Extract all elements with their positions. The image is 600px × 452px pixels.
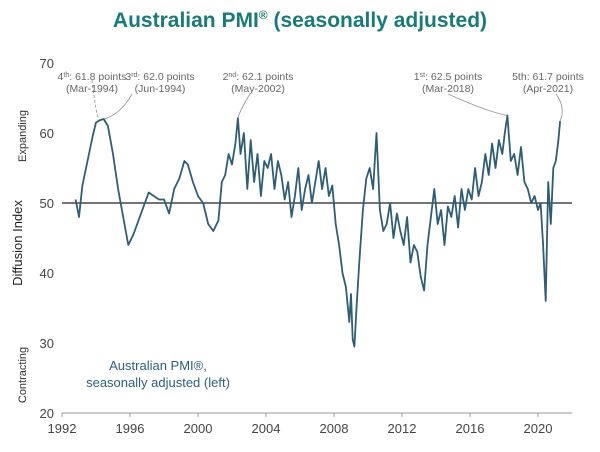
chart-title: Australian PMI® (seasonally adjusted) — [112, 8, 488, 32]
x-tick-label: 1992 — [48, 421, 77, 436]
y-axis-label: Diffusion Index — [10, 200, 25, 286]
annotation-labels: 4th: 61.8 points(Mar-1994) 3rd: 62.0 poin… — [58, 71, 584, 95]
annotation-rank-label: 3rd: 62.0 points — [125, 71, 194, 83]
annotation-arrow — [103, 93, 133, 120]
annotation-date-label: (Mar-2018) — [422, 83, 474, 95]
annotation-date-label: (Apr-2021) — [523, 83, 573, 95]
annotation-rank-label: 2nd: 62.1 points — [223, 71, 294, 83]
annotation-date-label: (May-2002) — [231, 83, 285, 95]
axes: 20 30 40 50 60 70 1992 1996 2000 2004 2008 2012 2016… — [40, 56, 572, 436]
y-tick-label: 30 — [40, 336, 54, 351]
annotation-arrow — [447, 93, 508, 116]
x-tick-label: 2004 — [252, 421, 281, 436]
annotation-arrow — [237, 93, 251, 119]
x-tick-label: 2000 — [184, 421, 213, 436]
legend-line-1: Australian PMI®, — [109, 358, 207, 373]
y-tick-label: 20 — [40, 406, 54, 421]
x-tick-label: 2012 — [388, 421, 417, 436]
annotation-rank-label: 1st: 62.5 points — [414, 71, 483, 83]
expanding-label: Expanding — [17, 110, 29, 162]
x-tick-label: 2016 — [456, 421, 485, 436]
y-tick-label: 60 — [40, 126, 54, 141]
annotation-rank-label: 5th: 61.7 points — [512, 71, 584, 83]
pmi-series-line — [74, 114, 561, 348]
y-tick-label: 40 — [40, 266, 54, 281]
annotation-arrows — [91, 79, 563, 122]
annotation-arrow — [555, 93, 563, 122]
contracting-label: Contracting — [17, 347, 29, 403]
legend-line-2: seasonally adjusted (left) — [86, 375, 230, 390]
annotation-date-label: (Jun-1994) — [135, 83, 186, 95]
x-tick-label: 2020 — [524, 421, 553, 436]
annotation-rank-label: 4th: 61.8 points — [58, 71, 127, 83]
annotation-date-label: (Mar-1994) — [66, 83, 118, 95]
x-tick-label: 2008 — [320, 421, 349, 436]
x-tick-label: 1996 — [116, 421, 145, 436]
annotation-arrow — [91, 79, 100, 121]
y-tick-label: 70 — [40, 56, 54, 71]
y-tick-label: 50 — [40, 196, 54, 211]
